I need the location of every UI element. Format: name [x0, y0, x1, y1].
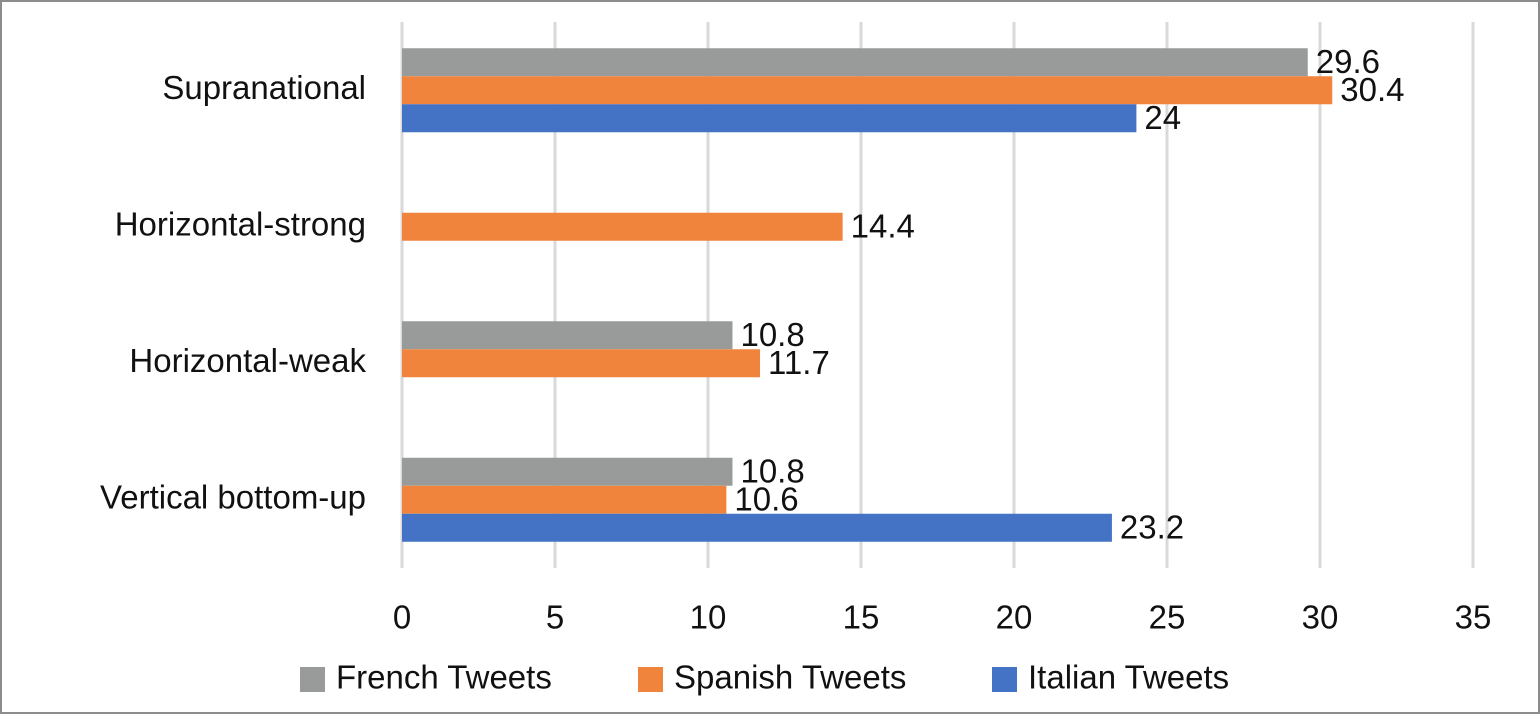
x-tick-label: 15	[843, 599, 880, 636]
value-label: 11.7	[768, 344, 830, 381]
x-tick-label: 10	[690, 599, 727, 636]
bar	[402, 513, 1112, 542]
value-label: 29.6	[1316, 43, 1380, 80]
bar	[402, 485, 727, 514]
y-tick-label: Horizontal-strong	[115, 205, 366, 242]
y-tick-label: Vertical bottom-up	[100, 478, 366, 515]
x-tick-label: 35	[1455, 599, 1492, 636]
x-tick-label: 20	[996, 599, 1033, 636]
bar	[402, 212, 843, 241]
x-tick-label: 30	[1302, 599, 1339, 636]
value-label: 23.2	[1120, 508, 1184, 545]
y-tick-label: Supranational	[162, 69, 366, 106]
bar	[402, 321, 733, 350]
bar	[402, 48, 1308, 77]
bar	[402, 349, 761, 378]
value-label: 10.8	[740, 452, 804, 489]
value-label: 14.4	[851, 207, 915, 244]
x-tick-label: 0	[393, 599, 411, 636]
legend-swatch	[992, 667, 1017, 692]
y-tick-label: Horizontal-weak	[129, 342, 366, 379]
bar	[402, 104, 1137, 133]
value-label: 24	[1144, 99, 1181, 136]
bar	[402, 76, 1333, 105]
legend-label: Spanish Tweets	[674, 659, 906, 696]
value-label: 10.6	[734, 480, 798, 517]
legend-label: French Tweets	[336, 659, 552, 696]
legend-swatch	[638, 667, 663, 692]
value-label: 30.4	[1340, 71, 1404, 108]
value-label: 10.8	[740, 316, 804, 353]
legend-label: Italian Tweets	[1028, 659, 1229, 696]
x-tick-label: 5	[546, 599, 564, 636]
x-tick-label: 25	[1149, 599, 1186, 636]
bar	[402, 457, 733, 486]
legend-swatch	[300, 667, 325, 692]
